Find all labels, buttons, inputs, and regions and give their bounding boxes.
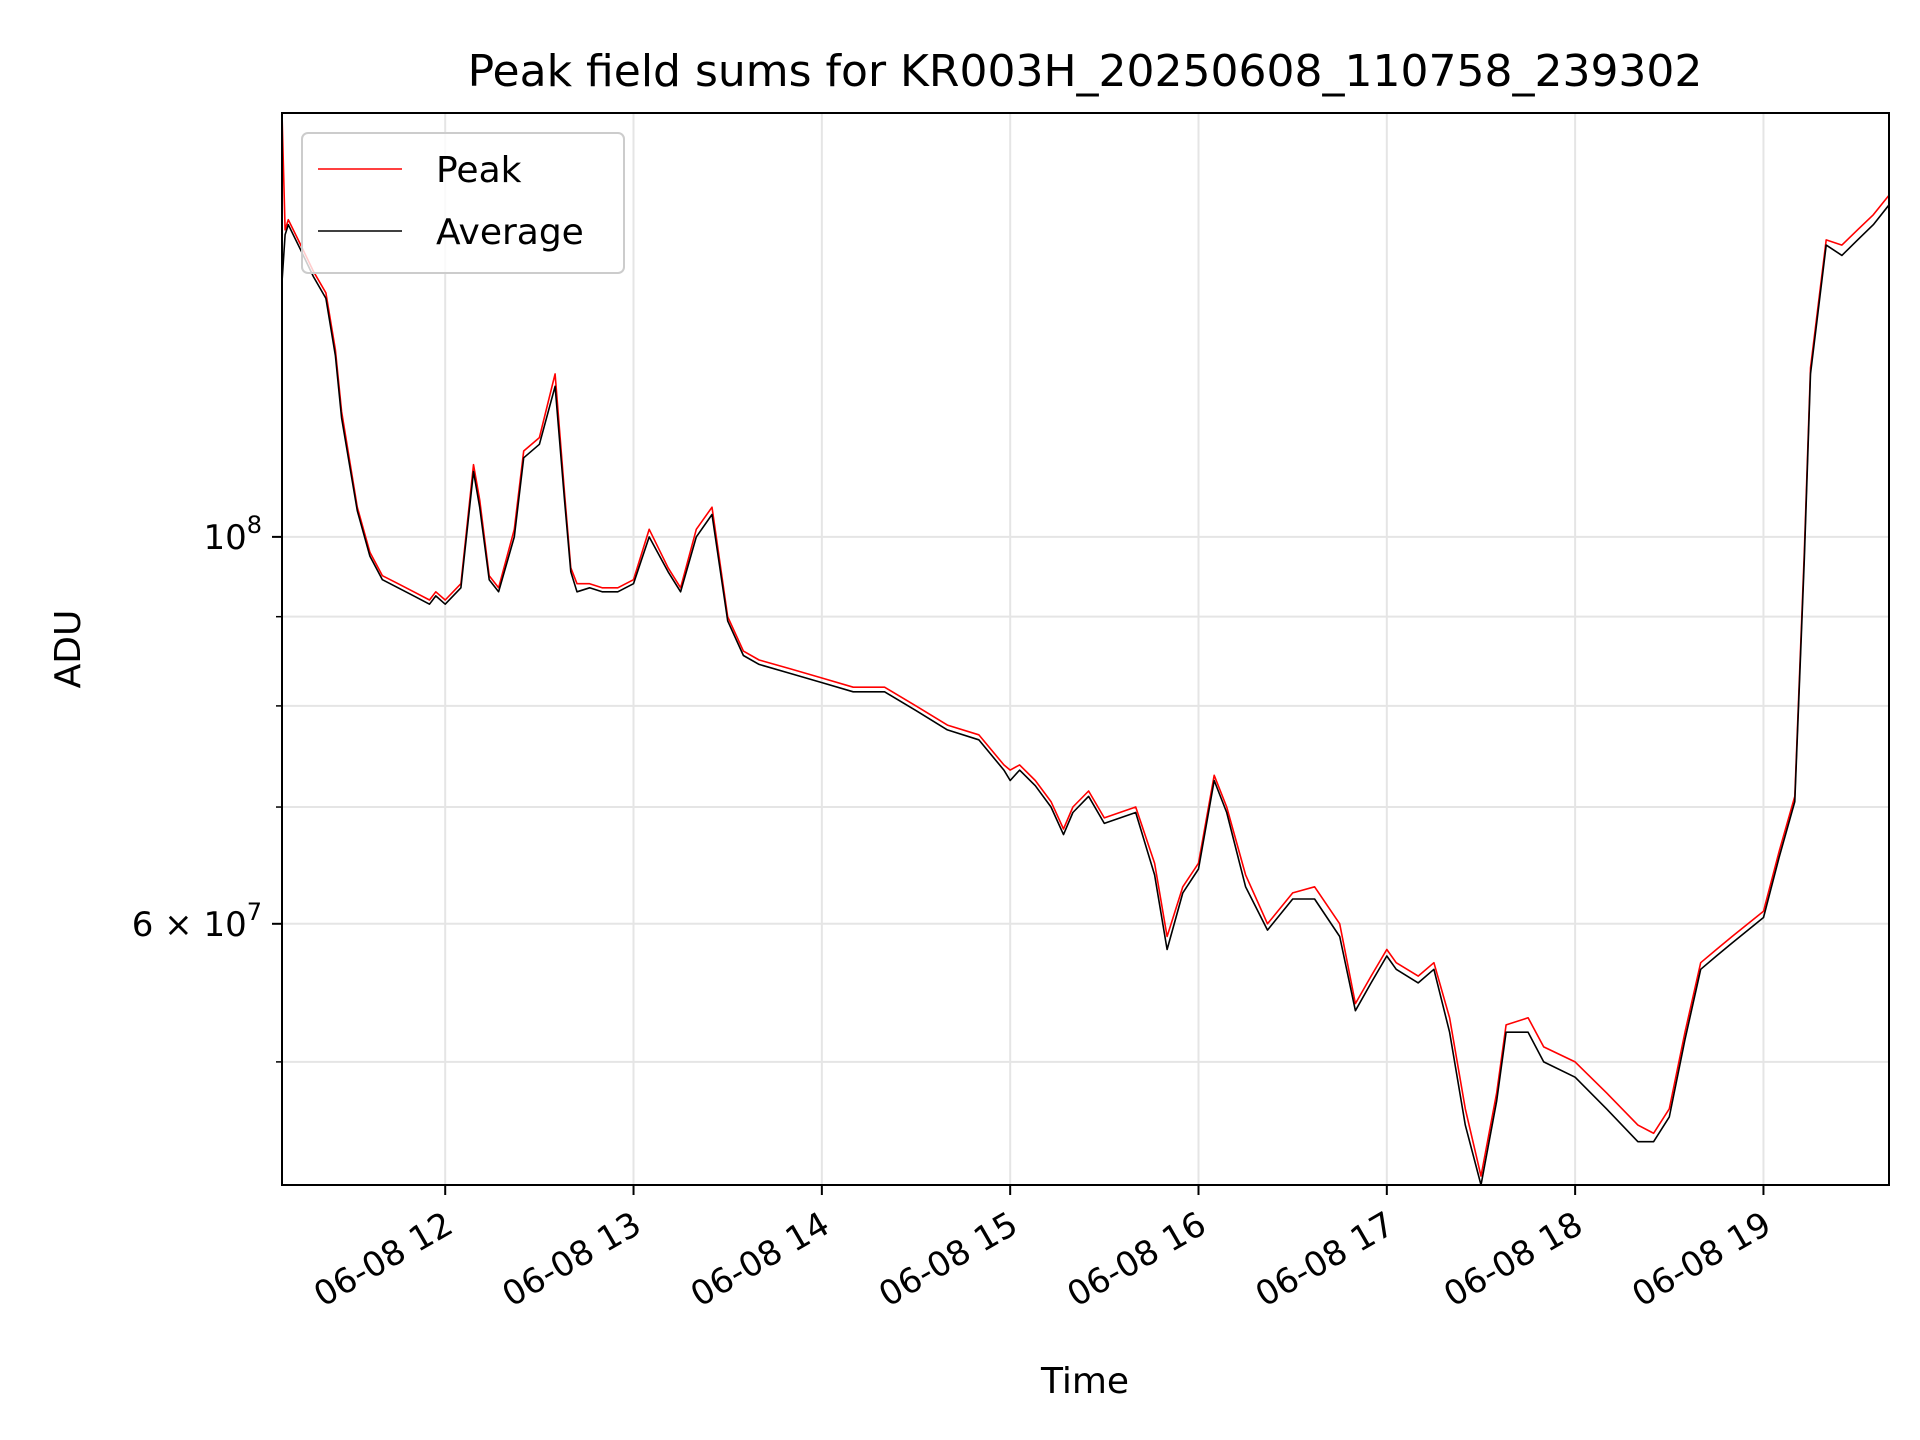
- plot-frame: [281, 112, 1890, 1186]
- legend: Peak Average: [301, 132, 625, 274]
- legend-label-peak: Peak: [436, 150, 522, 191]
- x-axis-title: Time: [1040, 1361, 1129, 1402]
- chart-title: Peak field sums for KR003H_20250608_1107…: [468, 46, 1703, 97]
- y-tick-label: 6 × 107: [132, 898, 262, 945]
- legend-label-average: Average: [436, 212, 584, 253]
- y-axis-title: ADU: [48, 610, 89, 689]
- grid: [282, 113, 1889, 1185]
- y-tick-label: 108: [203, 511, 262, 558]
- legend-box: [301, 132, 625, 274]
- series-lines: [282, 113, 1889, 1185]
- series-line-average: [282, 204, 1889, 1185]
